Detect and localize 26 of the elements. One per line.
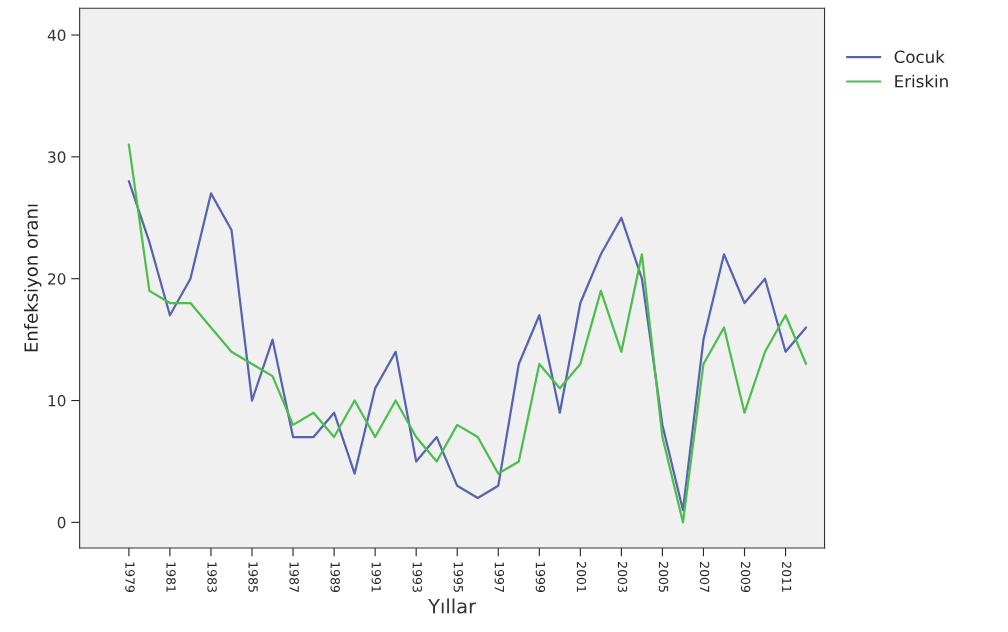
y-tick-label: 20 [48, 273, 66, 285]
x-tick-label: 1995 [453, 562, 464, 592]
x-tick-label: 1993 [412, 562, 422, 592]
legend-label: Eriskin [895, 74, 948, 88]
x-tick-label: 1997 [494, 562, 505, 592]
x-tick-label: 1989 [330, 562, 340, 593]
x-tick-label: 2009 [740, 562, 751, 593]
x-tick-label: 1983 [207, 562, 217, 592]
x-tick-label: 2011 [781, 562, 792, 592]
x-tick-label: 1985 [248, 562, 258, 592]
y-tick-label: 10 [48, 394, 66, 407]
x-tick-label: 1999 [535, 562, 546, 593]
x-tick-label: 2001 [576, 562, 587, 592]
x-tick-label: 2003 [617, 562, 628, 592]
x-axis-title: Yıllar [428, 598, 477, 614]
y-tick-label: 30 [48, 151, 66, 163]
x-tick-label: 1979 [125, 562, 135, 593]
y-tick-label: 0 [57, 516, 66, 529]
x-tick-label: 1981 [166, 562, 176, 592]
legend-label: Cocuk [894, 50, 945, 64]
y-axis-title: Enfeksiyon oranı [23, 204, 42, 352]
y-tick-label: 40 [47, 29, 66, 42]
x-tick-label: 2005 [658, 562, 669, 592]
x-tick-label: 1991 [371, 562, 381, 592]
x-tick-label: 2007 [699, 562, 710, 592]
x-tick-label: 1987 [289, 562, 299, 592]
